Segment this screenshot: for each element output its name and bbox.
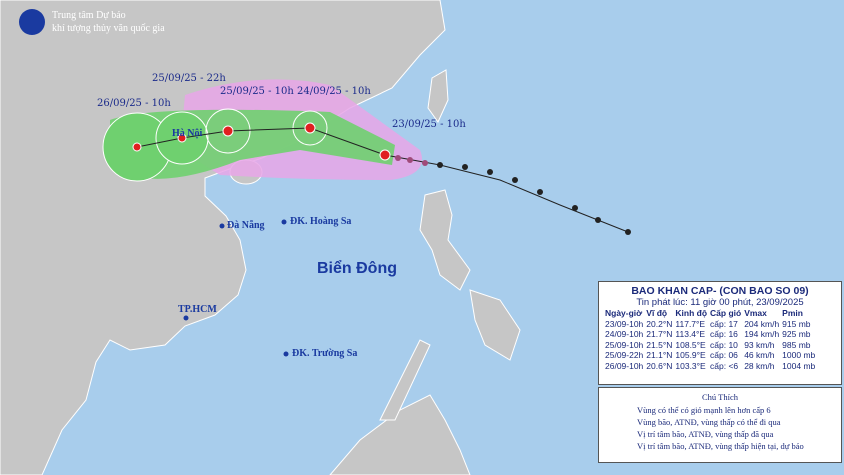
table-cell: cấp: 17 bbox=[710, 318, 738, 329]
table-cell: Vmax bbox=[744, 308, 767, 318]
table-cell: 25/09-10h bbox=[605, 339, 644, 350]
city-dot bbox=[183, 315, 189, 321]
table-cell: cấp: 06 bbox=[710, 350, 738, 360]
table-cell: 204 km/h bbox=[744, 318, 780, 329]
city-dot bbox=[281, 219, 287, 225]
table-cell: 20.6°N bbox=[646, 360, 673, 371]
luzon bbox=[419, 189, 471, 291]
table-cell: 1004 mb bbox=[782, 360, 816, 371]
info-box: BAO KHAN CAP- (CON BAO SO 09) Tin phát l… bbox=[598, 281, 842, 385]
recent-positions bbox=[395, 155, 428, 166]
logo bbox=[19, 9, 45, 35]
table-cell: 915 mb bbox=[782, 318, 811, 329]
mainland bbox=[0, 0, 446, 475]
legend: Chú Thích Vùng có thể có gió mạnh lên hơ… bbox=[598, 387, 842, 463]
table-cell: 1000 mb bbox=[782, 350, 816, 360]
legend-item: Vùng có thể có gió mạnh lên hơn cấp 6 bbox=[637, 405, 771, 415]
legend-item: Vị trí tâm bão, ATNĐ, vùng thấp đã qua bbox=[637, 429, 774, 439]
sea-label: Biển Đông bbox=[317, 260, 397, 277]
legend-item: Vùng bão, ATNĐ, vùng thấp có thể đi qua bbox=[637, 417, 781, 427]
table-cell: 105.9°E bbox=[675, 350, 706, 360]
agency-name: Trung tâm Dự báo bbox=[52, 10, 126, 21]
table-cell: Kinh độ bbox=[675, 308, 708, 318]
palawan bbox=[379, 339, 431, 421]
table-cell: cấp: 16 bbox=[710, 329, 738, 339]
table-cell: 117.7°E bbox=[675, 318, 706, 329]
table-cell: 194 km/h bbox=[744, 329, 780, 339]
table-cell: 23/09-10h bbox=[605, 318, 644, 329]
track-label: 25/09/25 - 22h bbox=[152, 73, 226, 84]
table-cell: 28 km/h bbox=[744, 360, 775, 371]
forecast-positions bbox=[132, 122, 391, 161]
table-cell: 25/09-22h bbox=[605, 350, 644, 360]
table-row: 23/09-10h 20.2°N 117.7°E cấp: 17 204 km/h 915… bbox=[605, 319, 818, 330]
table-row: 26/09-10h 20.6°N 103.3°E cấp: <6 28 km/h 1004… bbox=[605, 361, 818, 372]
table-cell: 24/09-10h bbox=[605, 329, 644, 339]
past-positions bbox=[437, 162, 631, 235]
table-cell: 21.5°N bbox=[646, 339, 673, 350]
table-cell: 21.1°N bbox=[646, 350, 673, 360]
table-cell: 113.4°E bbox=[675, 329, 706, 339]
table-cell: 20.2°N bbox=[646, 318, 673, 329]
philippines-south bbox=[469, 289, 521, 361]
table-cell: 21.7°N bbox=[646, 329, 673, 339]
info-title: BAO KHAN CAP- (CON BAO SO 09) bbox=[631, 285, 809, 297]
table-cell: 103.3°E bbox=[675, 360, 706, 371]
table-cell: 46 km/h bbox=[744, 350, 775, 360]
info-table: Ngày-giờ Vĩ độ Kinh độ Cấp gió Vmax Pmin 23/09… bbox=[605, 308, 818, 371]
borneo bbox=[329, 394, 471, 475]
table-cell: 925 mb bbox=[782, 329, 811, 339]
table-cell: cấp: 10 bbox=[710, 339, 738, 350]
table-cell: cấp: <6 bbox=[710, 360, 739, 371]
table-cell: 985 mb bbox=[782, 339, 811, 350]
table-cell: 108.5°E bbox=[675, 339, 706, 350]
track-label: 25/09/25 - 10h bbox=[220, 86, 294, 97]
forecast-circle bbox=[205, 108, 251, 154]
info-subtitle: Tin phát lúc: 11 giờ 00 phút, 23/09/2025 bbox=[636, 297, 804, 308]
agency-name: khí tượng thủy văn quốc gia bbox=[52, 23, 165, 34]
table-cell: Cấp gió bbox=[710, 308, 742, 318]
track-label: 26/09/25 - 10h bbox=[97, 98, 171, 109]
track-label: 24/09/25 - 10h bbox=[297, 86, 371, 97]
table-cell: Vĩ độ bbox=[646, 308, 668, 318]
table-row: 24/09-10h 21.7°N 113.4°E cấp: 16 194 km/h 925… bbox=[605, 329, 818, 340]
place-label: ĐK. Trường Sa bbox=[292, 348, 358, 359]
city-dot bbox=[219, 223, 225, 229]
taiwan bbox=[427, 69, 449, 123]
table-row: 25/09-22h 21.1°N 105.9°E cấp: 06 46 km/h 1000… bbox=[605, 350, 818, 361]
table-cell: Ngày-giờ bbox=[605, 308, 643, 318]
place-label: Đà Nẵng bbox=[227, 220, 265, 231]
forecast-circle bbox=[292, 110, 328, 146]
track-label: 23/09/25 - 10h bbox=[392, 119, 466, 130]
table-row: Ngày-giờ Vĩ độ Kinh độ Cấp gió Vmax Pmin bbox=[605, 308, 818, 319]
table-row: 25/09-10h 21.5°N 108.5°E cấp: 10 93 km/h 985 … bbox=[605, 340, 818, 351]
legend-item: Vị trí tâm bão, ATNĐ, vùng thấp hiện tại… bbox=[637, 441, 804, 451]
place-label: TP.HCM bbox=[178, 304, 217, 315]
place-label: ĐK. Hoàng Sa bbox=[290, 216, 352, 227]
table-cell: 26/09-10h bbox=[605, 360, 644, 371]
table-cell: 93 km/h bbox=[744, 339, 775, 350]
city-dot bbox=[283, 351, 289, 357]
legend-title: Chú Thích bbox=[702, 392, 738, 402]
place-label: Hà Nội bbox=[172, 128, 203, 139]
table-cell: Pmin bbox=[782, 308, 803, 318]
